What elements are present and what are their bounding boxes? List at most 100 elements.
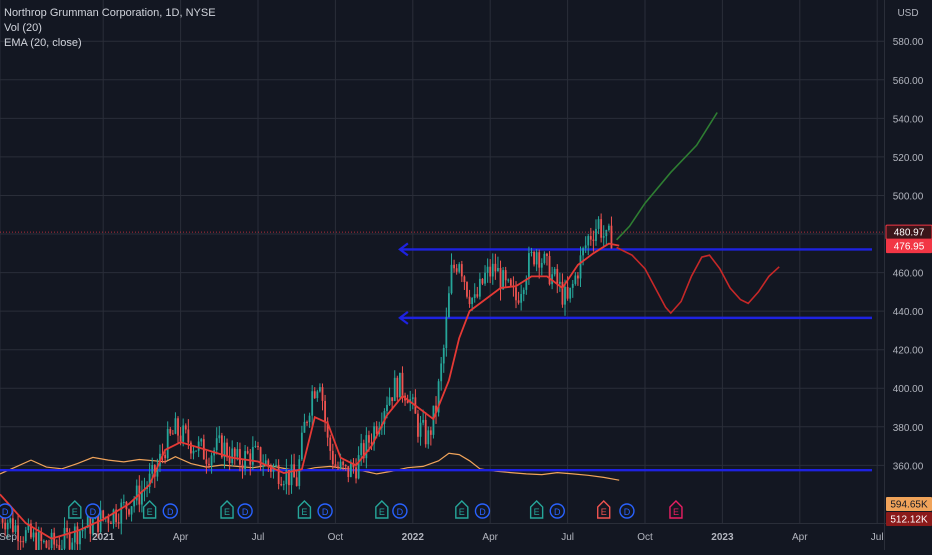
event-marker-label: D [397,507,404,517]
candle-body [507,279,510,281]
earnings-marker[interactable] [68,500,82,519]
event-marker-label: D [554,507,561,517]
candles [0,213,613,555]
price-tag-label: 480.97 [894,228,925,239]
candle-body [357,455,360,479]
candle-body [548,255,551,285]
candle-body [460,264,463,277]
volume-line [0,452,620,481]
price-axis[interactable]: USD580.00560.00540.00520.00500.00480.004… [893,8,924,472]
earnings-marker[interactable] [297,500,312,519]
candle-body [58,545,61,551]
candle-body [32,532,35,538]
candle-body [368,435,370,443]
candle-body [19,541,22,543]
candle-body [448,293,450,318]
projection-up-line[interactable] [616,112,718,241]
candle-body [182,425,185,442]
candle-body [417,413,419,437]
candle-body [453,264,455,269]
projection-wave-line[interactable] [616,246,780,315]
earnings-marker[interactable] [529,500,544,519]
ema-line [0,242,620,540]
candle-body [481,278,484,284]
dividend-marker[interactable] [619,503,635,519]
x-tick-label: 2022 [402,532,425,543]
candle-body [442,348,445,364]
earnings-marker[interactable] [375,500,389,519]
candle-body [592,239,595,241]
candle-body [61,548,63,551]
ema-layer [0,242,620,540]
legend-volume[interactable]: Vol (20) [4,22,42,34]
candle-body [584,245,587,249]
candle-body [164,454,167,459]
candle-body [86,515,89,528]
candle-body [63,527,66,549]
candle-body [311,391,314,416]
candle-body [437,381,440,413]
earnings-marker[interactable] [142,500,157,519]
candle-body [210,455,213,466]
dividend-marker[interactable] [474,503,491,519]
earnings-marker[interactable] [455,500,469,519]
price-tag-label: 512.12K [890,515,928,526]
horizontal-lines[interactable] [0,242,872,472]
candle-body [107,517,110,523]
x-tick-label: Apr [482,532,498,543]
candle-body [445,317,448,349]
dividend-marker[interactable] [549,503,565,519]
earnings-marker[interactable] [597,500,611,519]
candle-body [190,442,192,454]
price-tag-box [886,497,932,511]
dividend-marker[interactable] [162,503,178,519]
candle-body [48,547,50,549]
candle-body [187,429,190,443]
event-marker-label: E [147,507,153,517]
candle-body [427,430,430,445]
candle-body [375,426,378,434]
y-tick-label: 580.00 [893,37,924,48]
candle-body [595,228,597,241]
candle-body [14,525,17,532]
candle-body [264,460,267,466]
event-marker-label: D [322,507,329,517]
candle-body [122,501,125,503]
x-tick-label: Jul [252,532,265,543]
candle-body [262,465,265,467]
candle-body [574,275,577,284]
candle-body [504,270,507,281]
candle-body [355,467,357,479]
candle-body [218,435,221,439]
earnings-marker[interactable] [220,500,234,519]
legend-title[interactable]: Northrop Grumman Corporation, 1D, NYSE [4,7,216,19]
dividend-marker[interactable] [392,503,408,519]
candle-body [484,272,486,284]
candle-body [236,449,239,457]
event-marker-label: E [301,507,307,517]
time-axis[interactable]: Sep 2021 Apr Jul Oct 2022 Apr Jul Oct 2023 Apr Jul [0,532,884,543]
candle-body [68,531,71,550]
candle-body [533,251,535,265]
dividend-marker[interactable] [0,503,13,519]
event-marker-label: E [72,507,78,517]
candle-body [458,264,461,272]
candle-body [174,418,177,434]
legend-ema[interactable]: EMA (20, close) [4,37,82,49]
dividend-marker[interactable] [317,503,333,519]
candle-body [558,281,561,284]
candle-body [600,219,603,238]
dividend-marker[interactable] [237,503,253,519]
earnings-marker[interactable] [669,500,683,519]
dividend-marker[interactable] [85,503,101,519]
projection-drawings[interactable] [0,112,884,315]
candle-body [564,286,566,305]
candle-body [110,522,112,525]
y-tick-label: 400.00 [893,384,924,395]
candle-body [406,400,409,404]
candle-body [429,430,432,435]
y-tick-label: 500.00 [893,191,924,202]
